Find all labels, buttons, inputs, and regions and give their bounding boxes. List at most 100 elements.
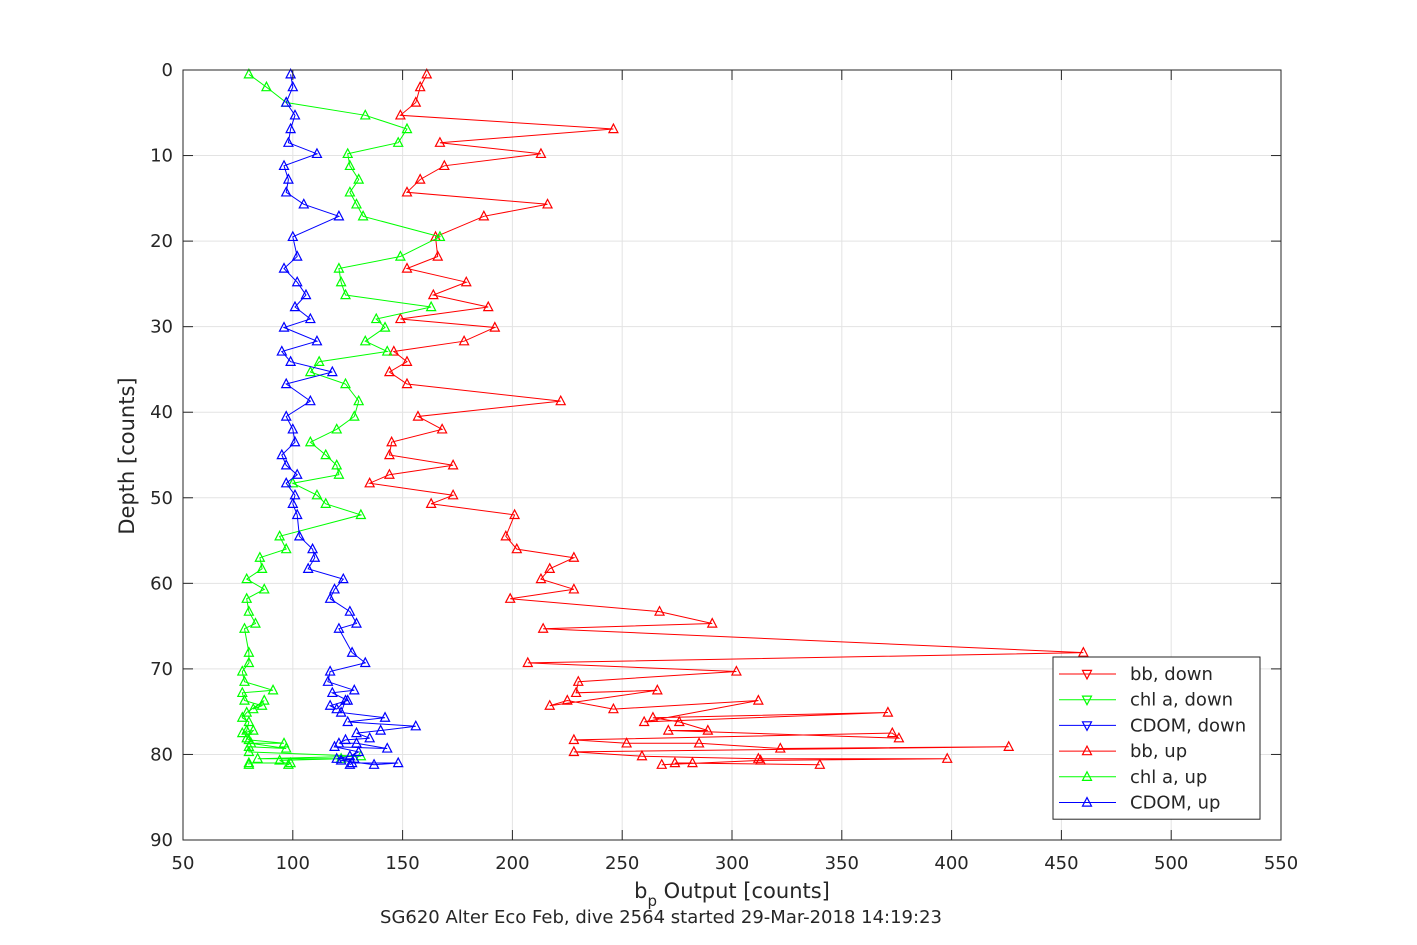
data-point xyxy=(350,726,362,738)
data-point xyxy=(313,355,325,366)
data-point xyxy=(570,686,582,698)
data-point xyxy=(340,377,351,389)
data-point xyxy=(311,147,323,159)
x-tick-label: 350 xyxy=(825,853,859,874)
data-point xyxy=(293,530,305,541)
legend-label: bb, down xyxy=(1130,664,1213,685)
x-axis-label-main: b xyxy=(634,879,647,903)
data-point xyxy=(287,497,299,508)
data-point xyxy=(359,334,371,346)
data-point xyxy=(333,468,345,479)
legend-item: chl a, down xyxy=(1059,690,1233,711)
data-point xyxy=(882,706,894,717)
data-point xyxy=(320,448,332,460)
data-point xyxy=(814,758,826,769)
data-point xyxy=(379,711,391,722)
data-point xyxy=(537,622,549,633)
data-point xyxy=(247,702,259,714)
data-point xyxy=(489,321,501,332)
data-point xyxy=(249,617,261,628)
data-point xyxy=(535,147,547,159)
data-point xyxy=(394,109,406,120)
data-point xyxy=(287,80,299,92)
data-point xyxy=(438,159,450,171)
data-point xyxy=(379,321,391,332)
data-point xyxy=(346,756,358,768)
data-point xyxy=(285,355,297,366)
data-point xyxy=(252,752,264,763)
data-point xyxy=(421,68,433,79)
data-point xyxy=(348,684,360,695)
data-point xyxy=(333,210,345,221)
data-point xyxy=(522,656,534,668)
data-point xyxy=(236,711,248,722)
data-point xyxy=(886,726,898,738)
data-point xyxy=(647,711,659,722)
data-point xyxy=(669,756,681,768)
x-tick-label: 450 xyxy=(1044,853,1078,874)
data-point xyxy=(282,758,294,769)
data-point xyxy=(381,345,393,356)
data-point xyxy=(289,109,301,120)
data-point xyxy=(340,694,351,705)
x-axis-label: bp Output [counts] xyxy=(634,879,830,910)
legend-label: bb, up xyxy=(1130,741,1187,762)
data-point xyxy=(370,312,382,324)
data-point xyxy=(335,706,347,717)
data-point xyxy=(401,355,413,366)
data-point xyxy=(236,726,248,738)
data-point xyxy=(401,262,413,273)
data-point xyxy=(280,459,292,470)
data-point xyxy=(278,321,290,332)
data-point xyxy=(335,754,347,765)
legend-box xyxy=(1052,656,1261,820)
data-point xyxy=(427,288,439,300)
x-axis-label-rest: Output [counts] xyxy=(657,879,830,903)
data-point xyxy=(280,186,292,197)
data-point xyxy=(238,694,250,705)
x-axis-label-subscript: p xyxy=(647,892,657,910)
y-tick-label: 80 xyxy=(150,744,173,765)
data-point xyxy=(304,312,316,324)
data-point xyxy=(243,656,255,668)
data-point xyxy=(414,173,426,184)
data-point xyxy=(394,312,406,324)
data-point xyxy=(434,136,446,147)
data-point xyxy=(686,756,698,768)
data-point xyxy=(331,423,343,434)
data-point xyxy=(401,377,413,389)
data-point xyxy=(280,377,292,389)
data-point xyxy=(482,300,494,312)
data-point xyxy=(568,745,580,757)
y-tick-label: 60 xyxy=(150,573,173,594)
data-point xyxy=(425,300,437,312)
x-tick-label: 550 xyxy=(1264,853,1298,874)
y-tick-label: 30 xyxy=(150,317,173,338)
data-point xyxy=(309,551,321,562)
data-point xyxy=(302,562,314,573)
data-point xyxy=(752,694,764,705)
x-tick-label: 200 xyxy=(495,853,529,874)
data-point xyxy=(280,742,292,753)
data-point xyxy=(331,752,343,763)
data-point xyxy=(1003,740,1015,751)
data-point xyxy=(654,605,666,616)
data-point xyxy=(568,551,580,562)
data-point xyxy=(410,96,422,107)
legend-item: CDOM, up xyxy=(1059,793,1220,814)
data-point xyxy=(331,702,343,714)
series-line xyxy=(280,74,416,766)
data-point xyxy=(280,476,292,488)
data-point xyxy=(331,459,343,470)
data-point xyxy=(353,745,365,757)
legend-label: chl a, up xyxy=(1130,767,1207,788)
legend-item: CDOM, down xyxy=(1059,715,1246,736)
data-point xyxy=(238,675,250,686)
series-4 xyxy=(236,68,446,769)
legend-item: bb, up xyxy=(1059,741,1187,762)
data-point xyxy=(243,715,255,727)
data-point xyxy=(544,699,556,710)
legend-item: bb, down xyxy=(1059,664,1213,685)
data-point xyxy=(368,758,380,769)
data-point xyxy=(274,754,286,765)
